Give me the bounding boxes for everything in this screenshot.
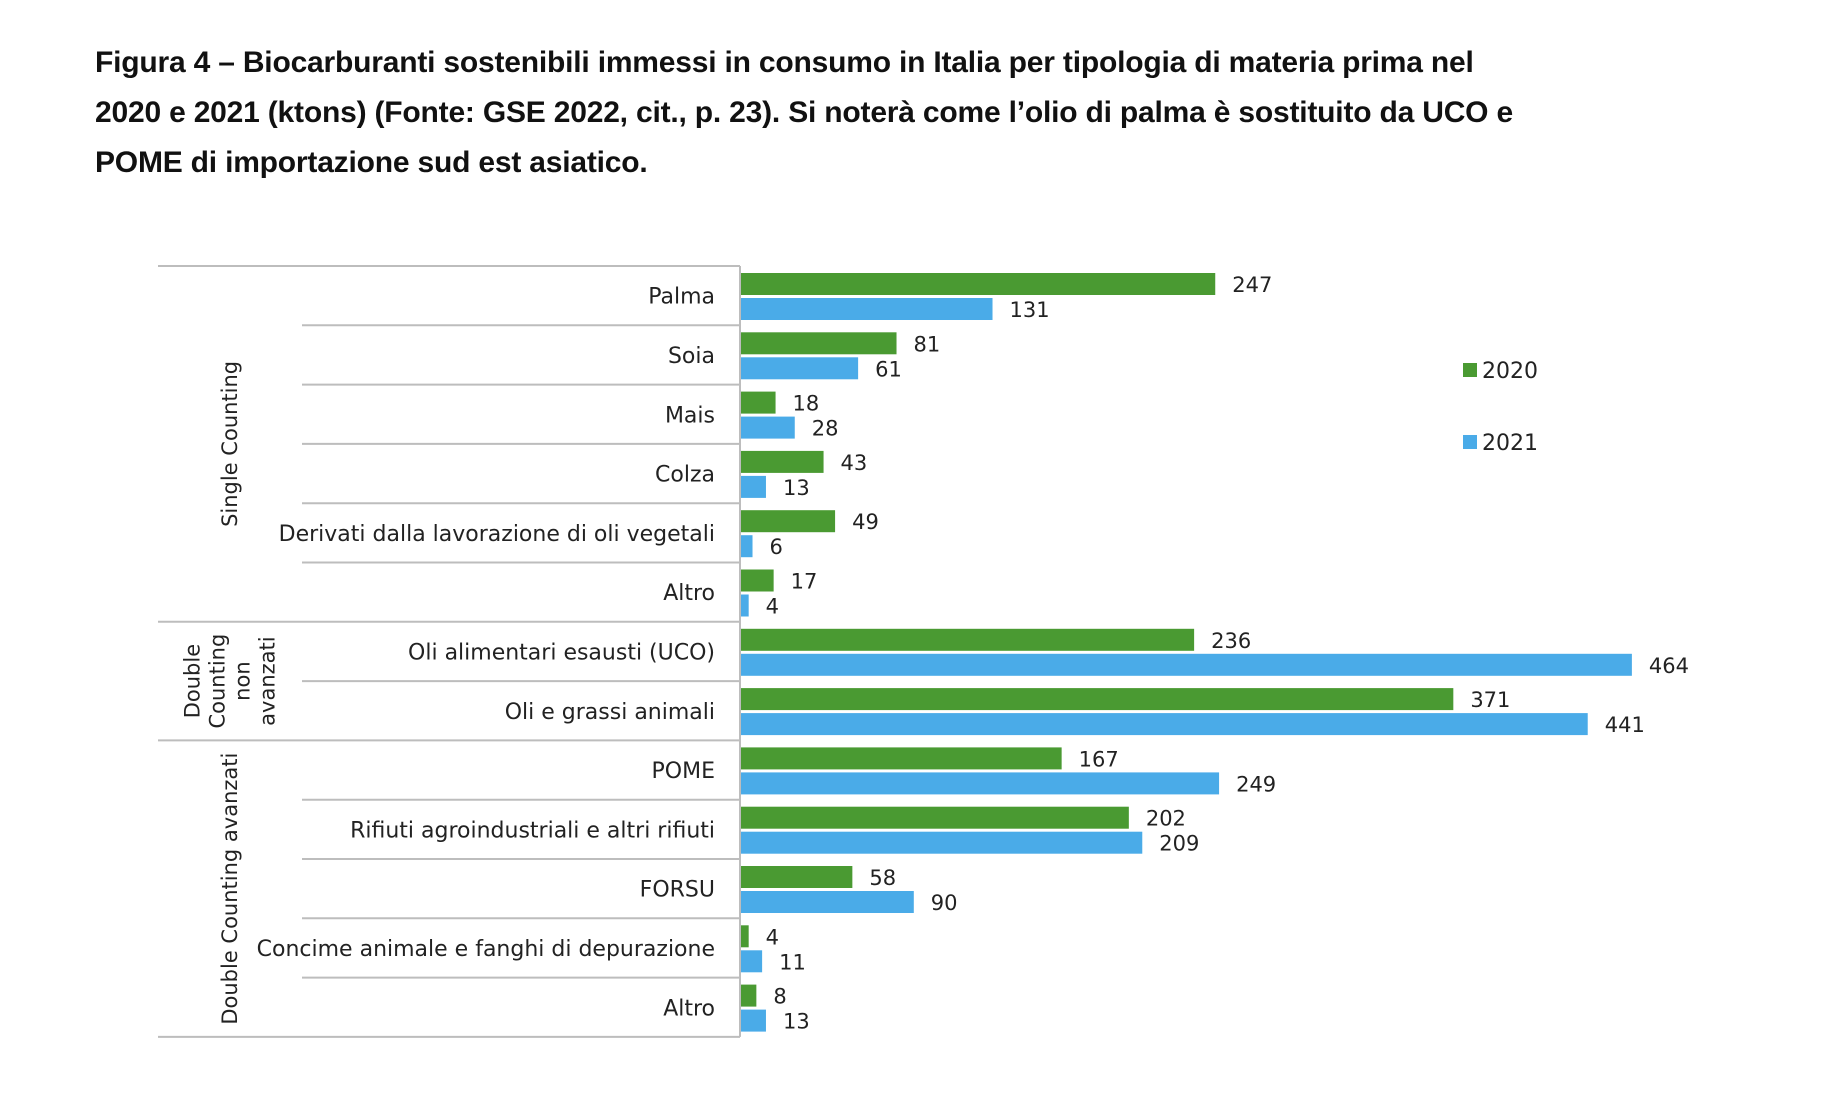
category-label: Oli alimentari esausti (UCO) xyxy=(408,640,715,665)
chart-frame xyxy=(158,265,741,1038)
category-labels: Palma Soia Mais Colza Derivati dalla lavoraz… xyxy=(257,285,715,1022)
category-label: Derivati dalla lavorazione di oli vegeta… xyxy=(279,522,715,547)
value-label-2021: 11 xyxy=(779,950,806,974)
value-label-2021: 13 xyxy=(783,476,810,500)
value-label-2021: 441 xyxy=(1605,713,1645,737)
bar-2020 xyxy=(741,866,853,888)
legend: 2020 2021 xyxy=(1463,359,1538,456)
value-label-2020: 18 xyxy=(793,392,820,416)
group-label-line: Double xyxy=(181,644,205,718)
group-label: DoubleCountingnonavanzati xyxy=(181,634,280,729)
bars xyxy=(741,273,1632,1032)
value-label-2021: 131 xyxy=(1010,298,1050,322)
bar-2021 xyxy=(741,298,993,320)
value-label-2021: 6 xyxy=(770,535,783,559)
value-label-2020: 247 xyxy=(1232,273,1272,297)
category-label: Palma xyxy=(648,285,715,310)
group-labels: Single Counting DoubleCountingnonavanzati… xyxy=(181,361,280,1025)
value-label-2020: 43 xyxy=(841,451,868,475)
bar-2021 xyxy=(741,713,1588,736)
value-label-2021: 4 xyxy=(766,595,779,619)
legend-label-2021: 2021 xyxy=(1482,431,1538,456)
value-label-2020: 58 xyxy=(869,866,896,890)
value-label-2020: 371 xyxy=(1470,688,1510,712)
value-label-2020: 17 xyxy=(791,570,818,594)
value-label-2020: 81 xyxy=(914,332,941,356)
category-label: Altro xyxy=(663,996,715,1021)
bar-2020 xyxy=(741,984,757,1007)
bar-2020 xyxy=(741,569,774,592)
category-label: POME xyxy=(652,759,715,784)
bar-2020 xyxy=(741,391,776,414)
legend-swatch-2021 xyxy=(1463,435,1477,449)
bar-2021 xyxy=(741,357,859,380)
bar-2021 xyxy=(741,535,753,558)
bar-2020 xyxy=(741,628,1195,651)
bar-2020 xyxy=(741,925,749,948)
bar-2021 xyxy=(741,594,749,617)
legend-swatch-2020 xyxy=(1463,363,1477,377)
bar-2020 xyxy=(741,332,897,355)
value-label-2021: 209 xyxy=(1159,832,1199,856)
bar-2020 xyxy=(741,510,836,533)
category-label: Mais xyxy=(665,403,715,428)
bar-2021 xyxy=(741,772,1220,795)
group-label: Double Counting avanzati xyxy=(218,753,242,1025)
bar-2021 xyxy=(741,831,1143,854)
bar-2021 xyxy=(741,891,914,913)
group-label-line: non xyxy=(231,661,255,700)
value-label-2020: 8 xyxy=(773,985,786,1009)
bar-2021 xyxy=(741,950,763,973)
bar-2020 xyxy=(741,273,1216,295)
group-label-line: avanzati xyxy=(256,636,280,725)
bar-2021 xyxy=(741,416,795,439)
value-label-2021: 61 xyxy=(875,357,902,381)
bar-2020 xyxy=(741,747,1062,770)
group-label-line: Single Counting xyxy=(218,361,242,527)
value-label-2020: 4 xyxy=(766,925,779,949)
caption-line-1: Figura 4 – Biocarburanti sostenibili imm… xyxy=(95,46,1474,79)
bar-2020 xyxy=(741,806,1129,829)
value-label-2020: 202 xyxy=(1146,807,1186,831)
category-label: Oli e grassi animali xyxy=(505,700,715,725)
value-label-2020: 49 xyxy=(852,510,879,534)
bar-2021 xyxy=(741,1009,766,1032)
caption-line-2: 2020 e 2021 (ktons) (Fonte: GSE 2022, ci… xyxy=(95,96,1513,129)
bar-2021 xyxy=(741,653,1632,676)
value-labels: 247 81 18 43 49 17 236 371 167 202 58 4 8 131 61 28 13 6 4… xyxy=(766,273,1689,1034)
group-label: Single Counting xyxy=(218,361,242,527)
figure-caption: Figura 4 – Biocarburanti sostenibili imm… xyxy=(95,38,1795,188)
group-label-line: Double Counting avanzati xyxy=(218,753,242,1025)
value-label-2021: 90 xyxy=(931,891,958,915)
value-label-2021: 28 xyxy=(812,417,839,441)
group-label-line: Counting xyxy=(206,634,230,729)
bar-2020 xyxy=(741,688,1454,711)
legend-label-2020: 2020 xyxy=(1482,359,1538,384)
category-label: Altro xyxy=(663,581,715,606)
bar-2021 xyxy=(741,475,766,498)
category-label: FORSU xyxy=(640,878,715,903)
bar-2020 xyxy=(741,450,824,473)
value-label-2020: 236 xyxy=(1211,629,1251,653)
category-label: Concime animale e fanghi di depurazione xyxy=(257,937,715,962)
value-label-2021: 13 xyxy=(783,1010,810,1034)
value-label-2021: 464 xyxy=(1649,654,1689,678)
category-label: Soia xyxy=(668,344,715,369)
category-label: Colza xyxy=(655,463,715,488)
value-label-2021: 249 xyxy=(1236,772,1276,796)
category-label: Rifiuti agroindustriali e altri rifiuti xyxy=(350,818,715,843)
value-label-2020: 167 xyxy=(1079,747,1119,771)
caption-line-3: POME di importazione sud est asiatico. xyxy=(95,146,648,179)
